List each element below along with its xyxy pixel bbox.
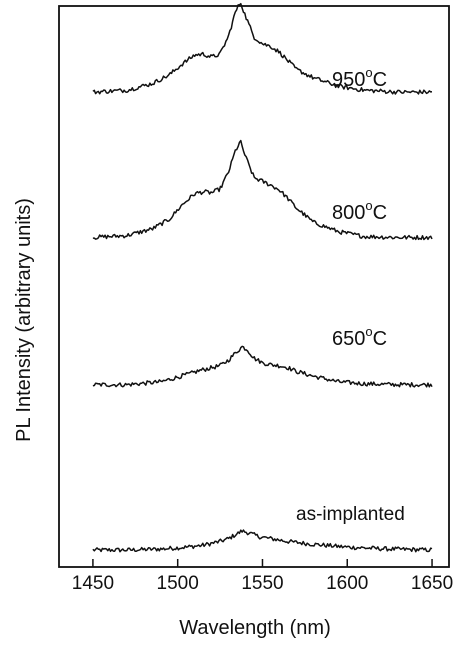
- x-axis-ticks: 1450 1500 1550 1600 1650: [72, 559, 453, 594]
- x-tick-label: 1450: [72, 573, 114, 594]
- series-line-1: [92, 345, 433, 388]
- plot-frame: [58, 5, 450, 568]
- x-tick-label: 1550: [241, 573, 283, 594]
- x-tick-label: 1650: [411, 573, 453, 594]
- x-tick-label: 1500: [157, 573, 199, 594]
- series-line-3: [92, 2, 433, 95]
- series-line-0: [92, 529, 433, 553]
- y-axis-title: PL Intensity (arbitrary units): [13, 198, 35, 442]
- series-label-950C: 950oC: [332, 65, 387, 91]
- x-axis-title: Wavelength (nm): [179, 617, 331, 639]
- series-line-2: [92, 139, 433, 241]
- spectra-traces: [92, 2, 433, 553]
- series-label-800C: 800oC: [332, 198, 387, 224]
- series-label-as-implanted: as-implanted: [296, 504, 405, 525]
- x-tick-label: 1600: [326, 573, 368, 594]
- series-label-650C: 650oC: [332, 324, 387, 350]
